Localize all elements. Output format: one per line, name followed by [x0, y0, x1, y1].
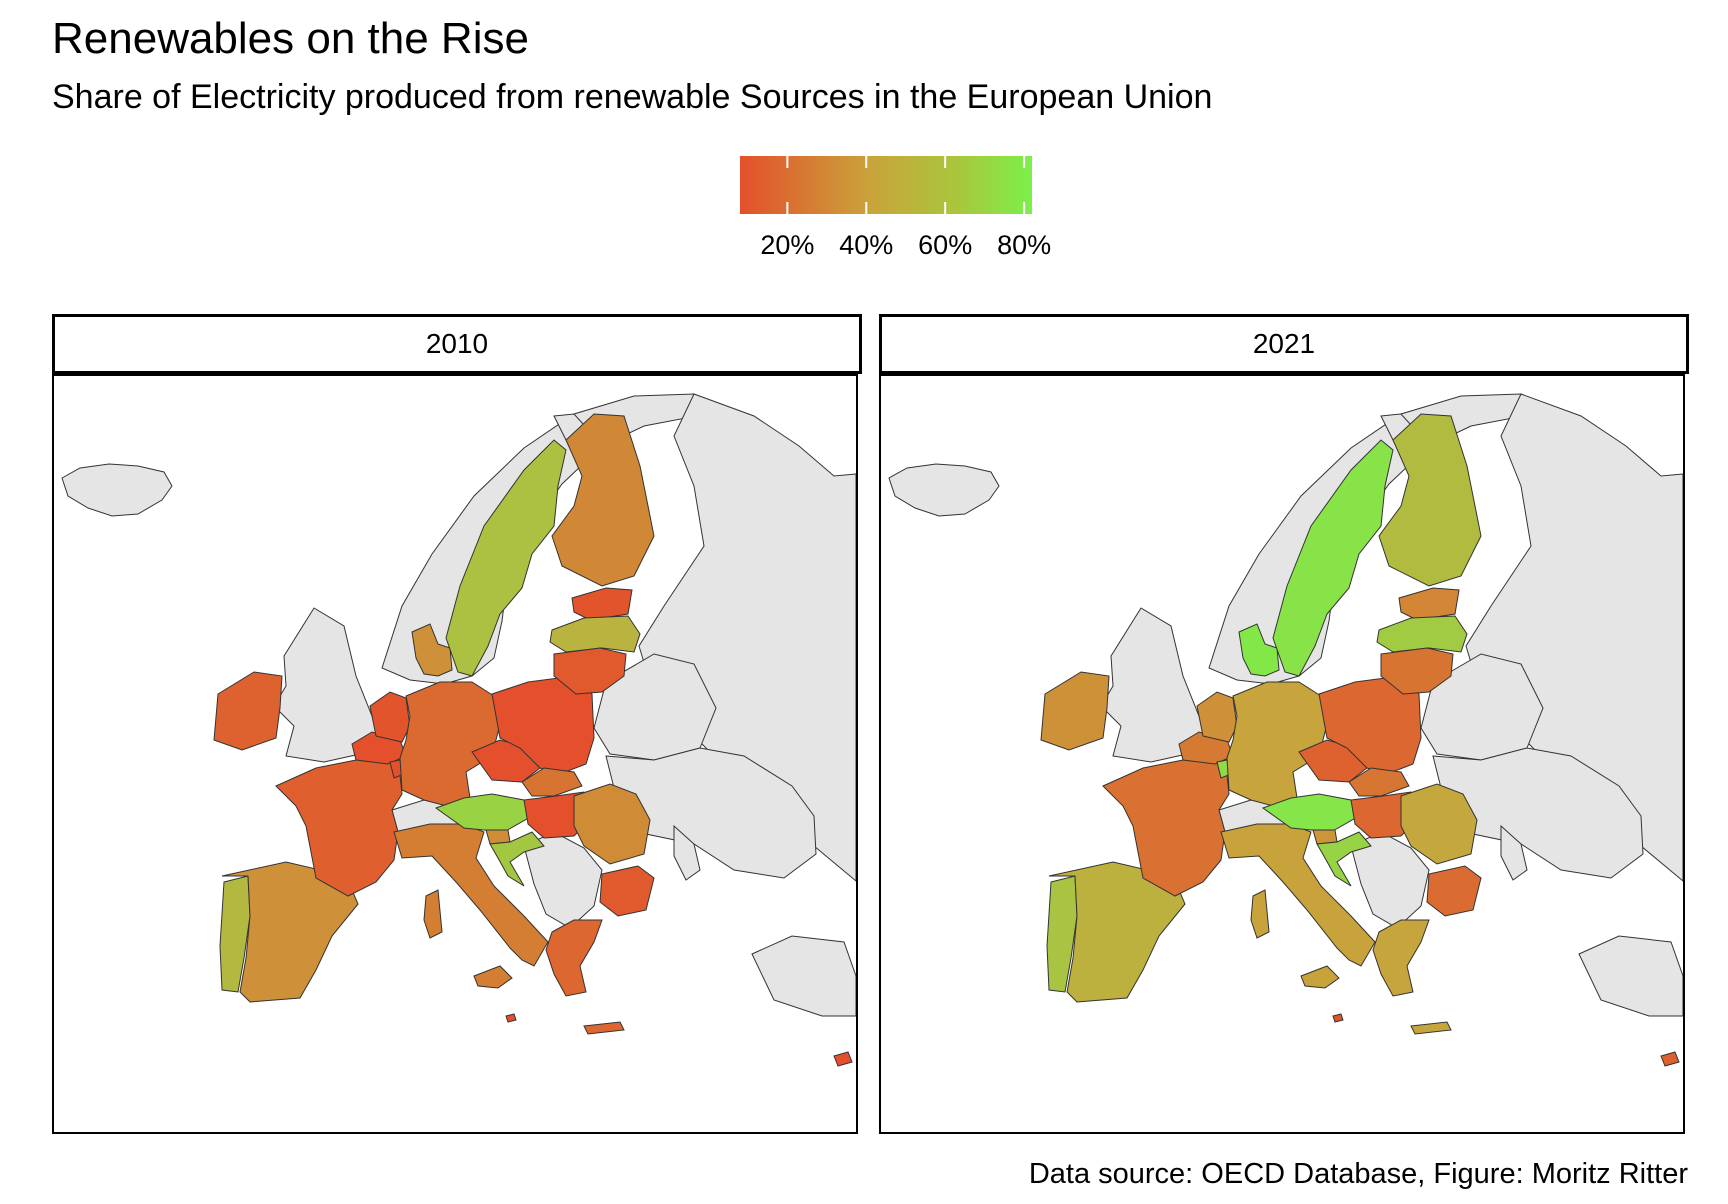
country-crete: [1410, 1021, 1452, 1035]
panel-strip-label: 2010: [52, 314, 862, 374]
country-estonia: [571, 587, 633, 621]
country-denmark: [411, 623, 453, 677]
country-croatia: [489, 831, 545, 887]
country-turkey: [751, 935, 856, 1017]
country-germany: [399, 681, 501, 809]
country-cyprus: [833, 1051, 853, 1067]
legend-tick-label: 60%: [918, 230, 972, 260]
country-latvia: [549, 615, 641, 653]
legend-graphic: 20% 40% 60% 80%: [740, 156, 1051, 260]
legend-colorbar: [740, 156, 1032, 214]
panel-strip-label: 2021: [879, 314, 1689, 374]
country-balkans: [523, 831, 603, 929]
map-frame: [52, 374, 858, 1134]
country-turkey: [1578, 935, 1683, 1017]
country-lithuania: [553, 647, 627, 695]
country-netherlands: [369, 691, 411, 743]
country-sicily: [1300, 965, 1340, 989]
panel-2010: 2010: [52, 314, 862, 1136]
country-estonia: [1398, 587, 1460, 621]
country-crete: [583, 1021, 625, 1035]
panel-2021: 2021: [879, 314, 1689, 1136]
country-netherlands: [1196, 691, 1238, 743]
country-moldova: [1500, 824, 1528, 881]
country-balkans: [1350, 831, 1430, 929]
country-romania: [573, 783, 651, 865]
country-iceland: [888, 463, 1000, 517]
chart-title: Renewables on the Rise: [52, 14, 529, 63]
legend-tick-label: 20%: [760, 230, 814, 260]
legend-tick-label: 80%: [997, 230, 1051, 260]
map-frame: [879, 374, 1685, 1134]
europe-map-2010: [61, 393, 856, 1067]
country-cyprus: [1660, 1051, 1680, 1067]
country-romania: [1400, 783, 1478, 865]
country-sardinia: [423, 889, 443, 939]
country-malta: [505, 1013, 517, 1023]
country-finland: [551, 413, 655, 587]
country-slovakia: [1348, 767, 1410, 797]
country-denmark: [1238, 623, 1280, 677]
legend-tick-label: 40%: [839, 230, 893, 260]
europe-map-2021: [888, 393, 1683, 1067]
country-greece: [545, 919, 603, 997]
country-lithuania: [1380, 647, 1454, 695]
data-source-caption: Data source: OECD Database, Figure: Mori…: [1028, 1158, 1688, 1190]
chart-subtitle: Share of Electricity produced from renew…: [52, 78, 1213, 116]
country-ireland: [213, 671, 283, 751]
country-malta: [1332, 1013, 1344, 1023]
country-sicily: [473, 965, 513, 989]
country-bulgaria: [599, 865, 655, 917]
country-ireland: [1040, 671, 1110, 751]
country-latvia: [1376, 615, 1468, 653]
country-sweden: [1272, 439, 1394, 677]
country-slovakia: [521, 767, 583, 797]
country-croatia: [1316, 831, 1372, 887]
country-iceland: [61, 463, 173, 517]
color-legend: 20% 40% 60% 80%: [740, 154, 1060, 274]
country-greece: [1372, 919, 1430, 997]
country-moldova: [673, 824, 701, 881]
country-sweden: [445, 439, 567, 677]
country-sardinia: [1250, 889, 1270, 939]
country-germany: [1226, 681, 1328, 809]
country-finland: [1378, 413, 1482, 587]
country-bulgaria: [1426, 865, 1482, 917]
